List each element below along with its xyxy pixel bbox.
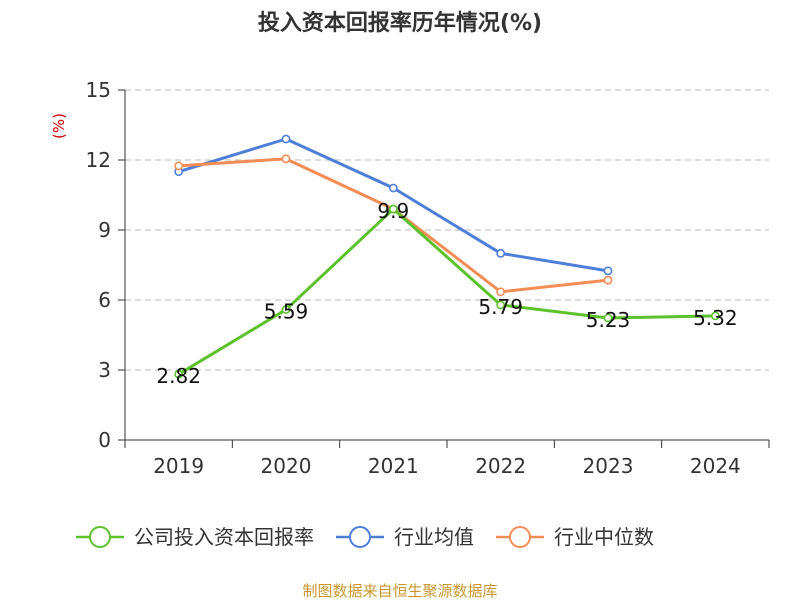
data-label: 5.32 [693,306,738,330]
x-tick-label: 2024 [690,454,741,478]
data-point [281,154,291,164]
data-point [174,161,184,171]
data-point [496,248,506,258]
data-point [603,275,613,285]
y-tick-label: 12 [86,148,111,172]
data-label: 5.59 [264,300,309,324]
data-label: 5.79 [478,295,523,319]
legend-item-1[interactable]: 行业均值 [336,525,474,549]
data-point [281,305,291,314]
data-point [388,204,398,214]
series-line [177,207,716,376]
x-tick-label: 2020 [261,454,312,478]
data-point [281,134,291,144]
data-label: 2.82 [156,364,201,388]
data-label: 9.9 [377,199,409,223]
series-1 [174,134,613,276]
axes: 0 3 6 9 12 15 2019 2020 2021 2022 2023 2024 [86,78,770,478]
data-point [174,369,184,379]
y-axis-unit: (%) [50,113,68,139]
y-tick-label: 6 [98,288,111,312]
legend-marker [509,526,531,548]
source-note: 制图数据来自恒生聚源数据库 [302,582,497,600]
data-label: 5.23 [586,308,631,332]
legend-item-0[interactable]: 公司投入资本回报率 [76,525,314,549]
x-tick-label: 2019 [153,454,204,478]
data-point [603,313,613,323]
data-point [603,266,613,276]
grid-lines [125,89,769,371]
legend-item-2[interactable]: 行业中位数 [496,525,654,549]
series-line [178,157,609,294]
legend-label: 行业均值 [394,525,474,549]
y-tick-label: 15 [86,78,111,102]
legend-marker [89,526,111,548]
data-point [388,183,398,193]
y-tick-label: 3 [98,358,111,382]
data-labels: 2.82 5.59 9.9 5.79 5.23 5.32 [156,199,737,388]
legend-marker [349,526,371,548]
x-tick-label: 2021 [368,454,419,478]
x-tick-label: 2022 [475,454,526,478]
data-point [496,287,506,297]
data-point [496,300,506,310]
series-layer [174,134,720,379]
legend-label: 行业中位数 [554,525,654,549]
x-tick-label: 2023 [583,454,634,478]
series-2 [174,154,613,297]
legend[interactable]: 公司投入资本回报率 行业均值 行业中位数 [76,525,654,549]
series-0 [174,204,720,379]
legend-label: 公司投入资本回报率 [134,525,314,549]
chart-title: 投入资本回报率历年情况(%) [258,10,542,36]
y-tick-label: 9 [98,218,111,242]
data-point [710,311,720,321]
y-tick-label: 0 [98,428,111,452]
